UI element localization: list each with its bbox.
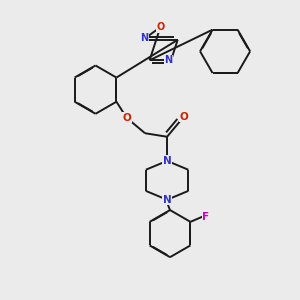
Text: N: N [165, 55, 173, 65]
Text: N: N [163, 156, 172, 166]
Text: N: N [140, 33, 148, 43]
Text: O: O [156, 22, 164, 32]
Text: O: O [180, 112, 188, 122]
Text: N: N [163, 195, 172, 205]
Text: F: F [202, 212, 209, 221]
Text: O: O [122, 113, 131, 123]
